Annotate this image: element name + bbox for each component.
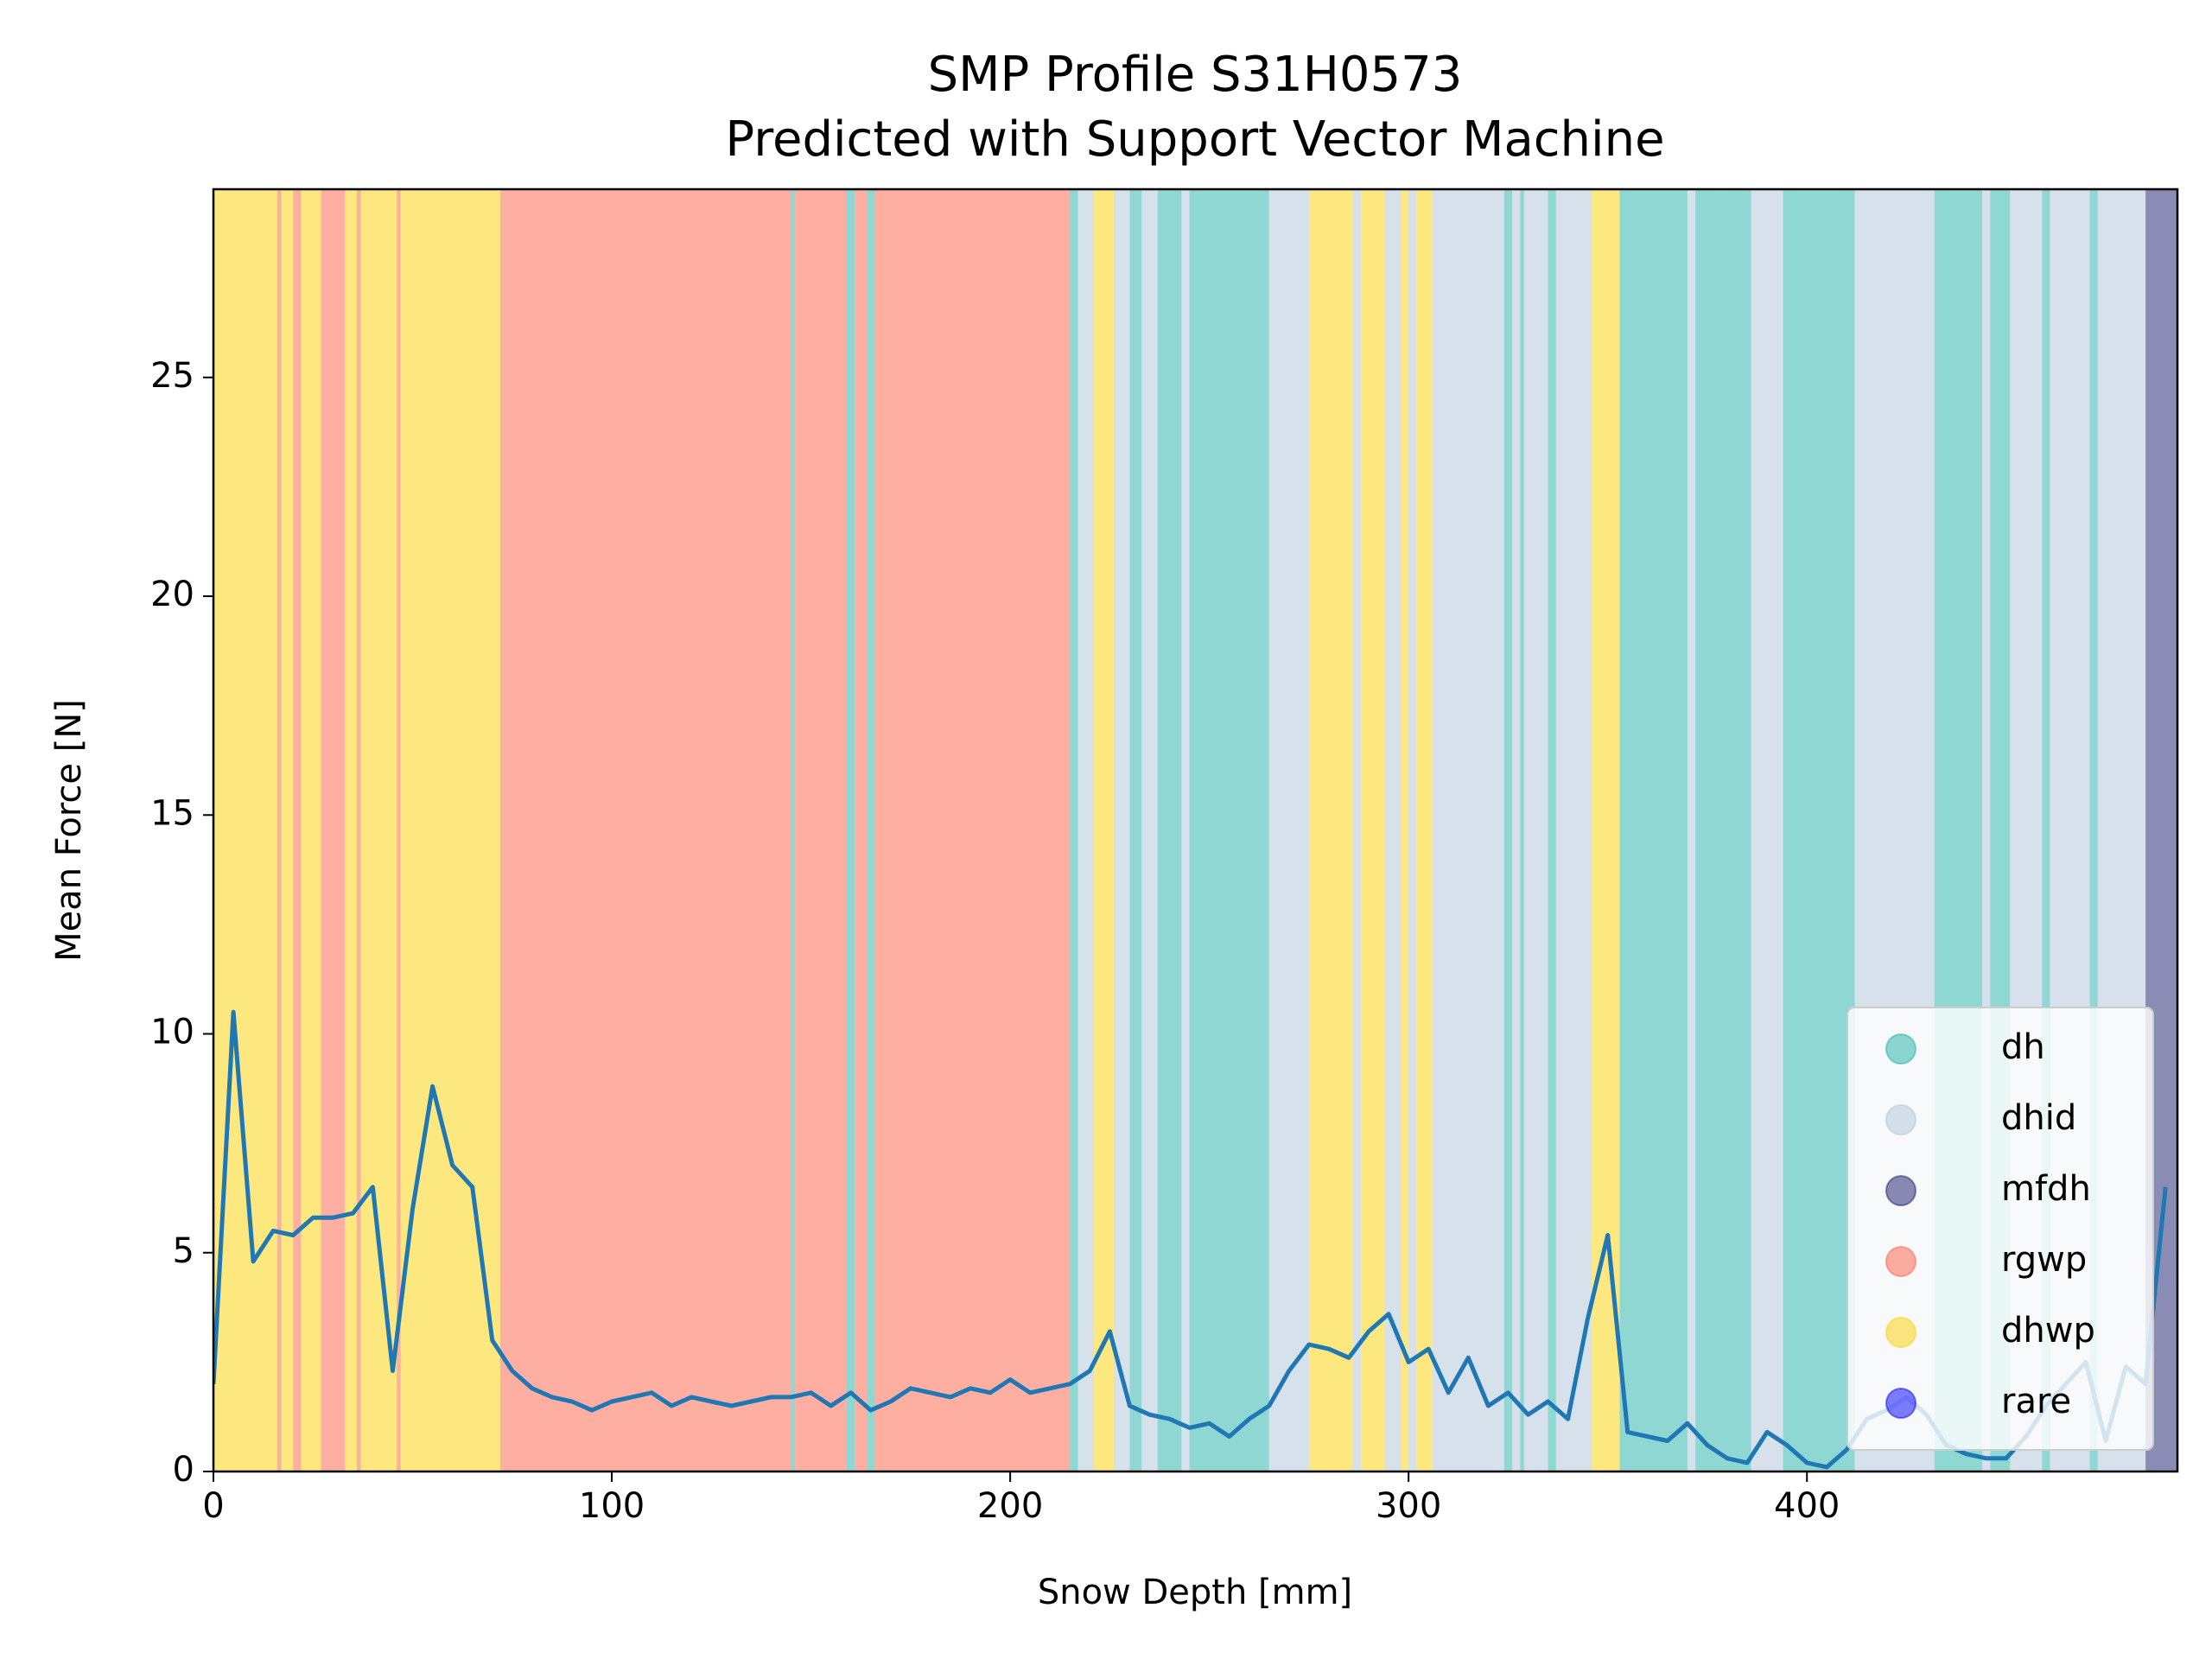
- legend-marker: [1885, 1317, 1916, 1348]
- legend-label: dh: [2001, 1027, 2045, 1067]
- legend-label: rgwp: [2001, 1240, 2087, 1280]
- legend-marker: [1885, 1246, 1916, 1277]
- class-band: [1687, 189, 1696, 1471]
- class-band: [1548, 189, 1556, 1471]
- legend-marker: [1885, 1033, 1916, 1065]
- class-band: [867, 189, 875, 1471]
- legend-label: dhid: [2001, 1098, 2076, 1138]
- legend-label: mfdh: [2001, 1169, 2091, 1209]
- class-band: [213, 189, 277, 1471]
- class-band: [874, 189, 1071, 1471]
- y-tick-label: 25: [150, 356, 194, 396]
- class-band: [499, 189, 791, 1471]
- class-band: [1352, 189, 1361, 1471]
- class-band: [356, 189, 361, 1471]
- class-band: [1512, 189, 1521, 1471]
- legend-marker: [1885, 1388, 1916, 1419]
- x-tick-label: 400: [1774, 1486, 1840, 1526]
- class-band: [1400, 189, 1409, 1471]
- class-band: [847, 189, 855, 1471]
- class-band: [360, 189, 397, 1471]
- data-line: [213, 1009, 2168, 1470]
- class-band: [397, 189, 401, 1471]
- class-band: [2089, 189, 2098, 1471]
- x-tick-label: 0: [202, 1486, 224, 1526]
- legend-label: dhwp: [2001, 1311, 2095, 1351]
- class-band: [855, 189, 868, 1471]
- legend-marker: [1885, 1175, 1916, 1206]
- legend-label: rare: [2001, 1382, 2071, 1421]
- class-band: [1181, 189, 1190, 1471]
- class-band: [1416, 189, 1433, 1471]
- class-band: [1360, 189, 1385, 1471]
- class-band: [345, 189, 357, 1471]
- chart-subtitle: Predicted with Support Vector Machine: [725, 111, 1664, 168]
- x-tick-label: 300: [1376, 1486, 1441, 1526]
- class-band: [1077, 189, 1094, 1471]
- class-band: [1141, 189, 1158, 1471]
- class-band: [1619, 189, 1688, 1471]
- y-axis-label: Mean Force [N]: [49, 699, 89, 962]
- class-band: [276, 189, 282, 1471]
- class-band: [1408, 189, 1417, 1471]
- class-band: [1432, 189, 1504, 1471]
- class-band: [1268, 189, 1309, 1471]
- y-tick-label: 20: [150, 575, 194, 614]
- class-band: [1308, 189, 1353, 1471]
- class-band: [1783, 189, 1855, 1471]
- class-band: [1189, 189, 1269, 1471]
- chart-title: SMP Profile S31H0573: [928, 47, 1463, 103]
- class-band: [1070, 189, 1078, 1471]
- plot-frame: [212, 188, 2179, 1473]
- class-band: [1695, 189, 1751, 1471]
- class-band: [1157, 189, 1182, 1471]
- class-band: [1592, 189, 1620, 1471]
- class-band: [1555, 189, 1592, 1471]
- class-band: [281, 189, 294, 1471]
- class-band: [301, 189, 321, 1471]
- class-band: [1982, 189, 1991, 1471]
- class-band: [1129, 189, 1142, 1471]
- class-band: [293, 189, 302, 1471]
- class-band: [795, 189, 848, 1471]
- class-band: [2042, 189, 2050, 1471]
- x-tick-label: 100: [579, 1486, 645, 1526]
- y-tick-label: 0: [173, 1450, 194, 1490]
- class-band: [1520, 189, 1524, 1471]
- class-band: [1384, 189, 1401, 1471]
- x-tick-label: 200: [977, 1486, 1043, 1526]
- x-axis-label: Snow Depth [mm]: [1038, 1573, 1352, 1612]
- legend-box: [1847, 1007, 2154, 1451]
- class-band: [1113, 189, 1130, 1471]
- class-band: [321, 189, 346, 1471]
- class-band: [1523, 189, 1548, 1471]
- y-tick-label: 15: [150, 793, 194, 833]
- class-band: [1503, 189, 1513, 1471]
- class-band: [1751, 189, 1783, 1471]
- y-tick-label: 5: [173, 1231, 194, 1271]
- y-tick-label: 10: [150, 1013, 194, 1052]
- legend-marker: [1885, 1104, 1916, 1135]
- class-band: [791, 189, 796, 1471]
- class-band: [1093, 189, 1114, 1471]
